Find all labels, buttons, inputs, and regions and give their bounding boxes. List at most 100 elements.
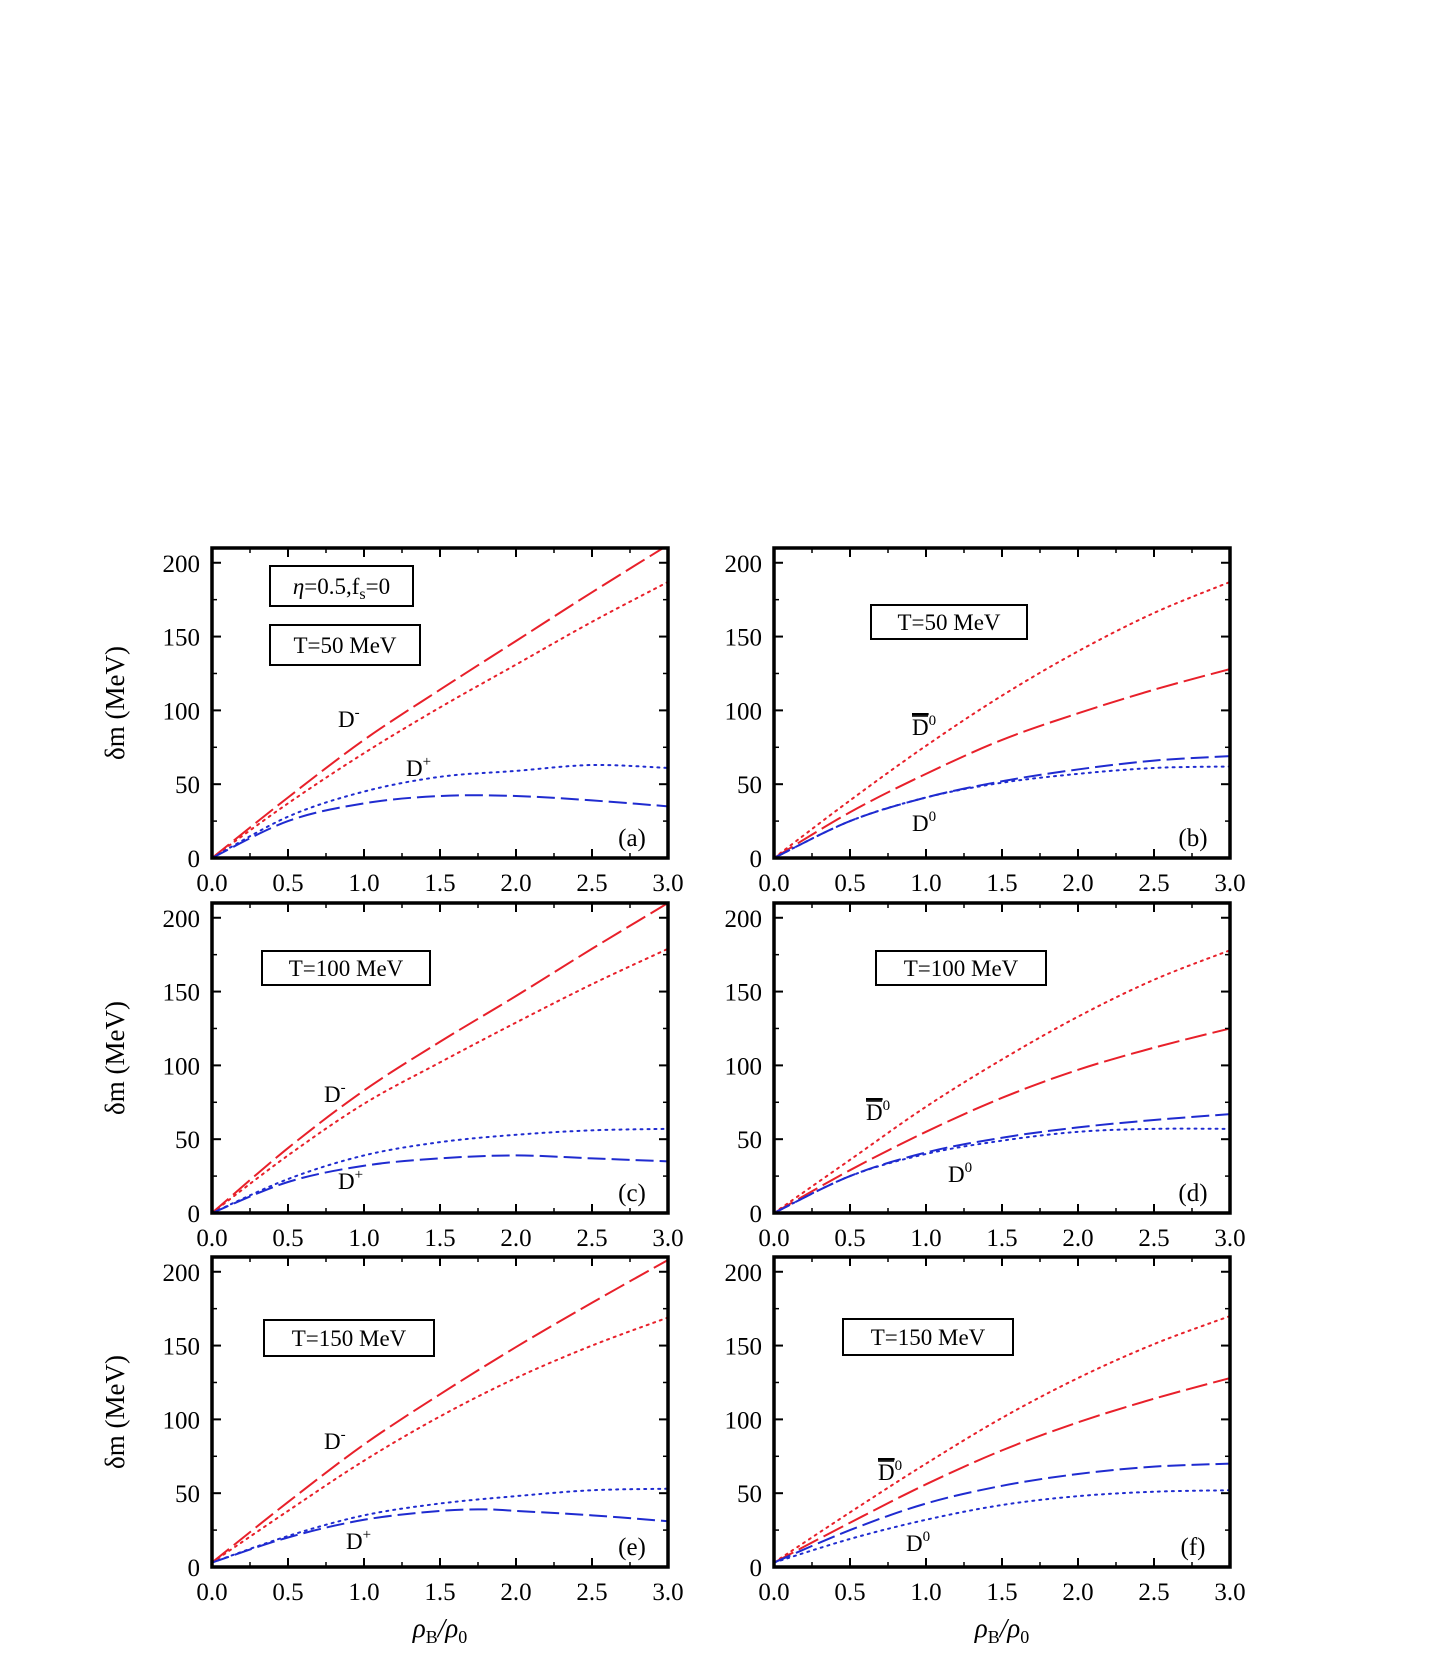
- x-tick-label: 0.5: [834, 1225, 865, 1252]
- x-tick-label: 0.0: [758, 1225, 789, 1252]
- x-axis-label: ρB/ρ0: [412, 1613, 467, 1647]
- y-tick-label: 150: [725, 1334, 763, 1361]
- series-red-dotted: [774, 1315, 1230, 1564]
- panel-a: 0.0 0.5 1.0 1.5 2.0 2.5 3.0 0 50 100 150 200 δm (MeV…: [100, 546, 684, 897]
- x-tick-label: 3.0: [1214, 1225, 1245, 1252]
- series-red-dotted: [212, 1316, 668, 1564]
- y-tick-label: 50: [175, 1127, 200, 1154]
- series-blue-dotted: [774, 765, 1230, 858]
- y-tick-label: 0: [750, 846, 763, 873]
- x-tick-label: 2.5: [576, 870, 607, 897]
- series-group: [774, 949, 1230, 1213]
- annotation-text: T=150 MeV: [871, 1325, 986, 1350]
- curve-label: D+: [346, 1527, 371, 1554]
- x-tick-label: 2.0: [1062, 870, 1093, 897]
- x-tick-label: 2.5: [576, 1225, 607, 1252]
- x-tick-label: 0.5: [272, 1579, 303, 1606]
- x-tick-label: 1.0: [348, 1579, 379, 1606]
- y-tick-label: 50: [737, 1481, 762, 1508]
- annotation-text: T=50 MeV: [293, 633, 396, 658]
- curve-label: D0: [866, 1098, 890, 1125]
- curve-label: D-: [338, 705, 360, 732]
- y-tick-label: 100: [725, 698, 763, 725]
- series-red-dashed: [774, 1027, 1230, 1213]
- y-tick-label: 50: [737, 1127, 762, 1154]
- y-tick-label: 200: [163, 906, 201, 933]
- series-red-dotted: [212, 580, 668, 858]
- annotation-text: T=100 MeV: [904, 956, 1019, 981]
- y-tick-label: 100: [725, 1407, 763, 1434]
- x-tick-label: 3.0: [1214, 1579, 1245, 1606]
- plot-frame: [210, 901, 670, 1215]
- panel-b: 0.0 0.5 1.0 1.5 2.0 2.5 3.0 0 50 100 150 200 T=50 Me…: [725, 546, 1246, 897]
- x-tick-label: 0.5: [834, 870, 865, 897]
- x-tick-label: 1.0: [910, 1579, 941, 1606]
- y-tick-label: 150: [163, 1334, 201, 1361]
- series-red-dashed: [212, 548, 666, 858]
- y-tick-label: 0: [188, 1555, 201, 1582]
- series-blue-dotted: [774, 1127, 1230, 1213]
- panel-label: (f): [1181, 1534, 1206, 1561]
- x-tick-label: 0.5: [272, 870, 303, 897]
- y-tick-label: 200: [163, 1260, 201, 1287]
- y-tick-label: 100: [163, 698, 201, 725]
- x-tick-label: 1.5: [986, 1579, 1017, 1606]
- x-tick-label: 1.0: [348, 1225, 379, 1252]
- curve-label: D0: [906, 1529, 930, 1556]
- y-tick-label: 100: [163, 1053, 201, 1080]
- series-group: [212, 903, 668, 1213]
- series-blue-dashed: [212, 794, 668, 858]
- y-tick-label: 150: [163, 980, 201, 1007]
- x-tick-label: 3.0: [1214, 870, 1245, 897]
- panel-label: (a): [618, 825, 646, 852]
- x-tick-label: 2.0: [1062, 1579, 1093, 1606]
- series-blue-dotted: [212, 1487, 668, 1564]
- y-tick-label: 200: [725, 1260, 763, 1287]
- curve-label: D0: [948, 1160, 972, 1187]
- x-tick-label: 0.0: [196, 870, 227, 897]
- y-tick-label: 0: [750, 1201, 763, 1228]
- x-tick-label: 0.0: [196, 1579, 227, 1606]
- series-blue-dashed: [212, 1154, 668, 1213]
- y-axis-label: δm (MeV): [100, 1001, 130, 1115]
- x-tick-label: 3.0: [652, 1579, 683, 1606]
- x-tick-label: 1.0: [348, 870, 379, 897]
- x-tick-label: 0.5: [834, 1579, 865, 1606]
- annotation-box: [842, 1318, 1014, 1356]
- plot-frame: [772, 901, 1232, 1215]
- series-blue-dotted: [212, 1127, 668, 1213]
- y-tick-label: 150: [163, 625, 201, 652]
- series-blue-dashed: [774, 1462, 1230, 1564]
- y-axis-label: δm (MeV): [100, 646, 130, 760]
- x-tick-label: 2.0: [500, 1579, 531, 1606]
- curve-label: D-: [324, 1080, 346, 1107]
- series-blue-dotted: [774, 1489, 1230, 1564]
- x-tick-label: 1.5: [424, 1225, 455, 1252]
- series-group: [774, 580, 1230, 858]
- panel-f: 0.0 0.5 1.0 1.5 2.0 2.5 3.0 0 50 100 150 200 ρB/ρ0 T=…: [725, 1255, 1246, 1647]
- x-tick-label: 1.5: [424, 1579, 455, 1606]
- y-tick-label: 200: [725, 551, 763, 578]
- curve-label: D0: [878, 1458, 902, 1485]
- curve-label: D+: [338, 1167, 363, 1194]
- annotation-box: [269, 624, 421, 666]
- y-tick-label: 0: [188, 1201, 201, 1228]
- x-tick-label: 0.0: [758, 870, 789, 897]
- panel-label: (b): [1178, 825, 1207, 852]
- annotation-text: T=150 MeV: [292, 1326, 407, 1351]
- x-tick-label: 0.0: [196, 1225, 227, 1252]
- series-group: [212, 1259, 668, 1564]
- y-tick-label: 0: [188, 846, 201, 873]
- series-blue-dashed: [212, 1508, 668, 1564]
- y-tick-label: 50: [175, 1481, 200, 1508]
- y-tick-label: 50: [737, 772, 762, 799]
- panel-label: (c): [618, 1180, 646, 1207]
- panel-c: 0.0 0.5 1.0 1.5 2.0 2.5 3.0 0 50 100 150 200 δm (MeV…: [100, 901, 684, 1252]
- plot-frame: [210, 1255, 670, 1569]
- series-red-dotted: [774, 949, 1230, 1213]
- x-tick-label: 1.5: [986, 1225, 1017, 1252]
- x-tick-label: 1.0: [910, 870, 941, 897]
- annotation-box: [261, 950, 431, 986]
- series-group: [774, 1315, 1230, 1564]
- panel-e: 0.0 0.5 1.0 1.5 2.0 2.5 3.0 0 50 100 150 200 δm (MeV…: [100, 1255, 684, 1647]
